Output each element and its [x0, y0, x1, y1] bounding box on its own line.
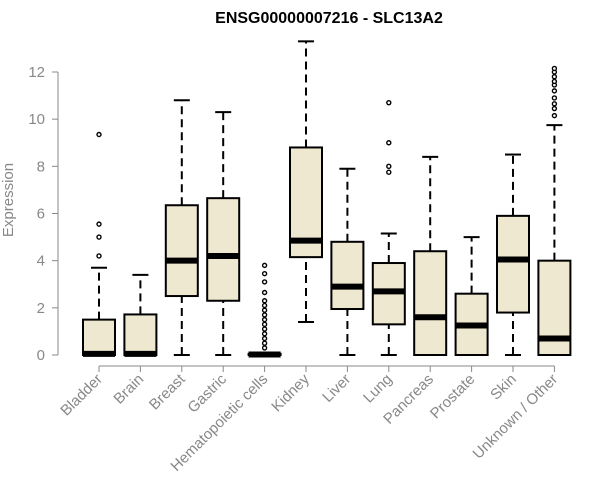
- outlier-point: [261, 302, 268, 309]
- box-group: [247, 262, 282, 358]
- x-tick-label: Breast: [146, 370, 189, 413]
- outlier-point: [96, 221, 102, 227]
- boxes-layer: [82, 40, 572, 358]
- box-group: [454, 236, 489, 356]
- y-tick-label: 6: [37, 206, 45, 223]
- box-group: [413, 155, 448, 357]
- outlier-point: [96, 253, 102, 259]
- outlier-point: [96, 234, 102, 240]
- outlier-point: [261, 326, 268, 332]
- chart-title: ENSG00000007216 - SLC13A2: [215, 10, 443, 27]
- outlier-point: [551, 112, 558, 119]
- y-tick-label: 8: [37, 158, 45, 175]
- iqr-box: [123, 313, 158, 357]
- outlier-point: [551, 65, 558, 72]
- outlier-point: [261, 298, 268, 304]
- iqr-box: [496, 214, 530, 314]
- box-group: [371, 99, 406, 356]
- outlier-point: [96, 131, 102, 138]
- outlier-point: [386, 163, 392, 170]
- x-tick-label: Skin: [487, 371, 520, 404]
- x-tick-label: Liver: [319, 371, 354, 406]
- outlier-point: [386, 140, 392, 146]
- outlier-point: [261, 340, 268, 346]
- box-group: [496, 153, 530, 356]
- y-tick-label: 2: [37, 300, 45, 317]
- outlier-point: [261, 279, 268, 285]
- box-group: [289, 40, 323, 323]
- outlier-point: [261, 345, 268, 351]
- y-tick-label: 12: [28, 64, 45, 81]
- iqr-box: [413, 250, 448, 357]
- outlier-point: [551, 105, 558, 112]
- outlier-point: [386, 99, 392, 106]
- y-axis-label: Expression: [0, 163, 17, 237]
- outlier-point: [261, 262, 268, 269]
- outlier-point: [261, 316, 268, 323]
- iqr-box: [164, 204, 199, 298]
- outlier-point: [261, 307, 268, 313]
- y-tick-label: 4: [37, 253, 45, 270]
- iqr-box: [82, 318, 116, 356]
- y-axis: 0 2 4 6 8 10 12: [28, 64, 59, 364]
- outlier-point: [551, 88, 558, 94]
- outlier-point: [261, 289, 268, 296]
- outlier-point: [551, 74, 558, 80]
- iqr-box: [206, 197, 241, 302]
- x-tick-label: Lung: [360, 371, 396, 407]
- y-tick-label: 0: [37, 347, 45, 364]
- iqr-box: [330, 240, 365, 311]
- box-group: [82, 131, 116, 357]
- x-tick-label: Kidney: [268, 370, 313, 415]
- x-tick-label: Brain: [110, 371, 147, 408]
- outlier-point: [551, 101, 558, 107]
- outlier-point: [551, 95, 558, 101]
- box-group: [537, 65, 572, 356]
- outlier-point: [261, 331, 268, 337]
- box-group: [123, 273, 158, 357]
- outlier-point: [261, 312, 268, 318]
- outlier-point: [261, 335, 268, 342]
- outlier-point: [386, 169, 392, 175]
- box-group: [330, 167, 365, 356]
- box-group: [164, 99, 199, 356]
- y-tick-label: 10: [28, 111, 45, 128]
- outlier-point: [261, 321, 268, 328]
- box-group: [206, 111, 241, 356]
- outlier-point: [551, 78, 558, 85]
- x-tick-label: Prostate: [427, 371, 479, 423]
- outlier-point: [261, 270, 268, 277]
- x-tick-label: Bladder: [57, 371, 106, 420]
